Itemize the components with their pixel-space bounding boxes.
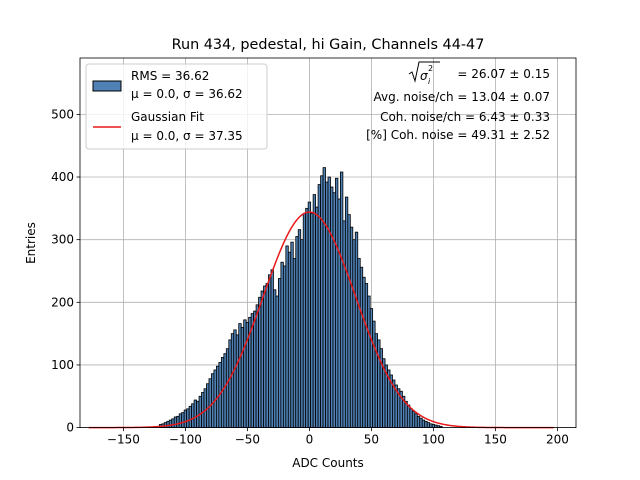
y-tick-label: 500	[51, 107, 74, 121]
sigma-sqrt-symbol: σ i 2	[408, 61, 440, 86]
x-tick-label: 100	[422, 433, 445, 447]
y-tick-label: 0	[66, 421, 74, 435]
noise-annotations: σ i 2 = 26.07 ± 0.15 Avg. noise/ch = 13.…	[366, 61, 550, 142]
annotation-avg-noise: Avg. noise/ch = 13.04 ± 0.07	[374, 90, 550, 104]
x-tick-label: −100	[169, 433, 202, 447]
x-axis-label: ADC Counts	[292, 456, 364, 470]
legend-fit-label-2: μ = 0.0, σ = 37.35	[131, 129, 243, 143]
sqrt-radical-icon	[408, 61, 440, 83]
y-axis-label: Entries	[24, 222, 38, 264]
sigma-symbol: σ	[420, 69, 428, 83]
y-tick-label: 100	[51, 358, 74, 372]
x-tick-label: −50	[235, 433, 260, 447]
x-tick-label: −150	[107, 433, 140, 447]
legend-box	[85, 63, 268, 150]
x-tick-label: 150	[484, 433, 507, 447]
sigma-subscript: i	[428, 77, 431, 86]
legend-fit-label-1: Gaussian Fit	[131, 110, 204, 124]
y-tick-label: 300	[51, 233, 74, 247]
axes-frame	[79, 57, 577, 429]
legend-histogram-label-1: RMS = 36.62	[131, 69, 209, 83]
x-axis-ticks: −150 −100 −50 0 50 100 150 200	[107, 427, 569, 447]
y-tick-label: 200	[51, 295, 74, 309]
annotation-total-noise: = 26.07 ± 0.15	[457, 67, 550, 81]
y-axis-ticks: 0 100 200 300 400 500	[51, 107, 80, 435]
x-tick-label: 0	[306, 433, 314, 447]
annotation-coh-noise: Coh. noise/ch = 6.43 ± 0.33	[380, 110, 550, 124]
annotation-coh-noise-percent: [%] Coh. noise = 49.31 ± 2.52	[366, 128, 550, 142]
legend-histogram-swatch	[92, 80, 122, 92]
y-tick-label: 400	[51, 170, 74, 184]
chart-title: Run 434, pedestal, hi Gain, Channels 44-…	[172, 37, 485, 53]
sigma-superscript: 2	[428, 64, 433, 73]
x-tick-label: 200	[546, 433, 569, 447]
legend: RMS = 36.62 μ = 0.0, σ = 36.62 Gaussian …	[85, 63, 268, 150]
legend-histogram-label-2: μ = 0.0, σ = 36.62	[131, 87, 243, 101]
x-tick-label: 50	[364, 433, 379, 447]
